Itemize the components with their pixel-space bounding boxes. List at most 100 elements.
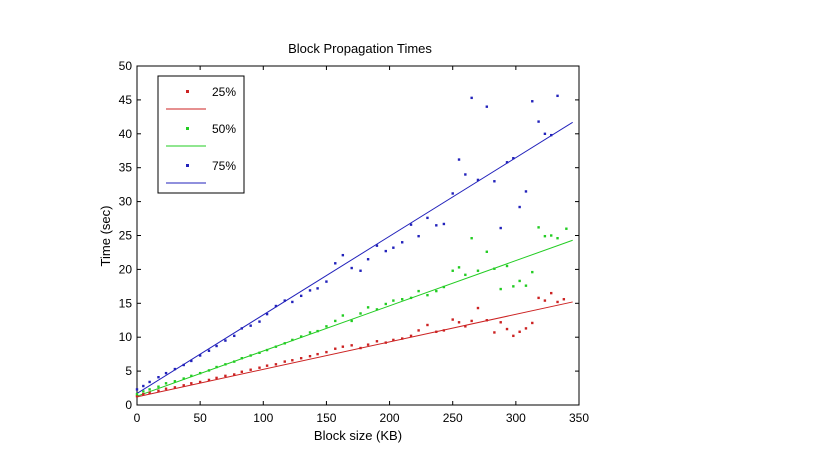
point-series-2: [457, 266, 461, 269]
point-series-3: [417, 234, 420, 238]
point-series-2: [409, 296, 413, 300]
point-series-1: [316, 352, 319, 356]
point-series-1: [366, 343, 370, 346]
point-series-3: [359, 269, 362, 272]
point-series-3: [366, 258, 370, 261]
point-series-2: [518, 279, 521, 283]
point-series-3: [198, 354, 202, 357]
x-tick-label: 300: [506, 411, 526, 425]
point-series-3: [499, 226, 502, 230]
point-series-1: [499, 321, 502, 324]
point-series-1: [543, 299, 547, 302]
point-series-3: [537, 120, 540, 123]
point-series-3: [142, 384, 145, 388]
point-series-1: [164, 387, 168, 390]
x-tick-label: 200: [380, 411, 400, 425]
point-series-2: [366, 306, 370, 309]
point-series-3: [148, 380, 151, 384]
axis-ticks: 0 50 100 150 200 250 300 350 0 5 10 15 20 25 30 35 40 45 5…: [119, 59, 590, 425]
point-series-1: [359, 346, 362, 350]
legend-marker: [186, 90, 189, 93]
y-axis-title: Time (sec): [98, 206, 113, 267]
point-series-1: [451, 318, 454, 321]
point-series-2: [512, 285, 515, 288]
point-series-2: [417, 289, 420, 293]
point-series-2: [173, 380, 177, 383]
point-series-2: [182, 377, 185, 380]
point-series-3: [283, 299, 286, 302]
point-series-1: [426, 323, 429, 327]
point-series-1: [265, 364, 269, 367]
point-series-3: [435, 224, 438, 227]
point-series-3: [409, 223, 413, 226]
point-series-3: [512, 157, 515, 160]
x-tick-label: 0: [134, 411, 141, 425]
point-series-1: [485, 319, 489, 322]
point-series-2: [350, 319, 353, 323]
point-series-1: [464, 325, 467, 328]
point-series-1: [505, 327, 509, 331]
point-series-2: [543, 234, 547, 238]
point-series-2: [233, 360, 236, 363]
point-series-1: [240, 370, 244, 373]
point-series-3: [265, 312, 269, 316]
point-series-2: [142, 390, 145, 393]
point-series-3: [207, 349, 211, 352]
point-series-1: [224, 374, 227, 378]
point-series-1: [283, 360, 286, 363]
point-series-2: [401, 298, 404, 301]
point-series-2: [392, 299, 395, 302]
point-series-3: [451, 192, 454, 195]
point-series-3: [233, 334, 236, 338]
y-tick-label: 35: [119, 161, 133, 175]
chart-title: Block Propagation Times: [288, 41, 432, 56]
point-series-3: [457, 158, 461, 161]
fit-line-series-2: [136, 239, 573, 397]
x-tick-label: 350: [569, 411, 589, 425]
legend-marker: [186, 164, 189, 167]
point-series-2: [224, 363, 227, 366]
point-series-2: [148, 388, 151, 391]
point-series-3: [215, 344, 218, 348]
y-tick-label: 20: [119, 262, 133, 276]
point-series-2: [451, 269, 454, 272]
point-series-2: [299, 335, 303, 338]
point-series-1: [401, 337, 404, 340]
point-series-3: [325, 280, 328, 283]
point-series-2: [524, 284, 528, 287]
point-series-3: [375, 244, 379, 247]
y-tick-label: 45: [119, 93, 133, 107]
legend-box: [157, 75, 245, 194]
point-series-1: [470, 319, 473, 323]
y-tick-label: 0: [125, 398, 132, 412]
point-series-1: [562, 298, 566, 301]
point-series-2: [291, 338, 294, 342]
point-series-1: [493, 331, 496, 334]
point-series-1: [417, 329, 420, 332]
point-series-2: [190, 374, 193, 378]
point-series-2: [359, 312, 362, 315]
point-series-2: [283, 342, 286, 345]
point-series-3: [493, 180, 496, 183]
point-series-2: [485, 250, 489, 253]
point-series-2: [316, 329, 319, 333]
point-series-3: [543, 132, 547, 135]
point-series-3: [135, 388, 139, 391]
point-series-3: [274, 304, 278, 308]
point-series-3: [190, 359, 193, 363]
point-series-2: [325, 325, 328, 328]
point-series-2: [499, 287, 502, 291]
point-series-2: [274, 345, 278, 348]
point-series-1: [308, 354, 312, 358]
point-series-2: [505, 264, 509, 268]
point-series-2: [375, 308, 379, 311]
x-tick-label: 50: [193, 411, 207, 425]
legend-label: 50%: [212, 122, 236, 136]
point-series-2: [384, 302, 387, 306]
point-series-2: [258, 351, 261, 354]
point-series-1: [274, 363, 278, 366]
point-series-1: [249, 368, 252, 371]
point-series-1: [148, 391, 151, 394]
point-series-3: [518, 205, 521, 209]
point-series-1: [142, 392, 145, 396]
